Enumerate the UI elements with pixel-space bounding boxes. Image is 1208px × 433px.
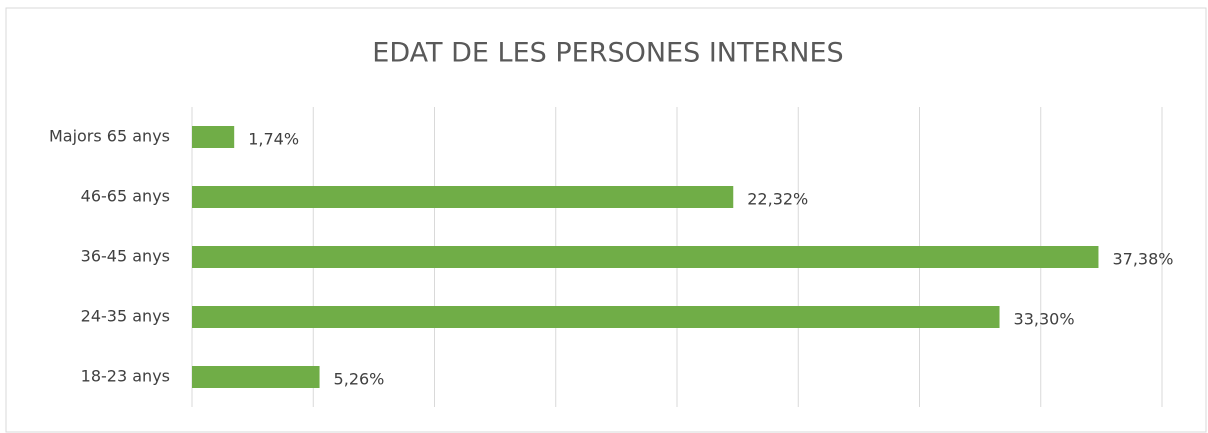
- y-tick-label: 46-65 anys: [81, 187, 170, 206]
- chart-title: EDAT DE LES PERSONES INTERNES: [372, 38, 843, 69]
- bar: [192, 246, 1099, 268]
- bar: [192, 126, 235, 148]
- data-label: 5,26%: [334, 370, 385, 389]
- y-tick-label: 36-45 anys: [81, 247, 170, 266]
- y-tick-label: 24-35 anys: [81, 307, 170, 326]
- bar: [192, 366, 320, 388]
- bar: [192, 306, 1000, 328]
- y-tick-label: Majors 65 anys: [49, 127, 170, 146]
- data-label: 33,30%: [1014, 310, 1075, 329]
- y-tick-label: 18-23 anys: [81, 367, 170, 386]
- data-label: 37,38%: [1112, 250, 1173, 269]
- data-label: 22,32%: [747, 190, 808, 209]
- bar: [192, 186, 734, 208]
- chart-frame: [5, 7, 1207, 433]
- data-label: 1,74%: [248, 130, 299, 149]
